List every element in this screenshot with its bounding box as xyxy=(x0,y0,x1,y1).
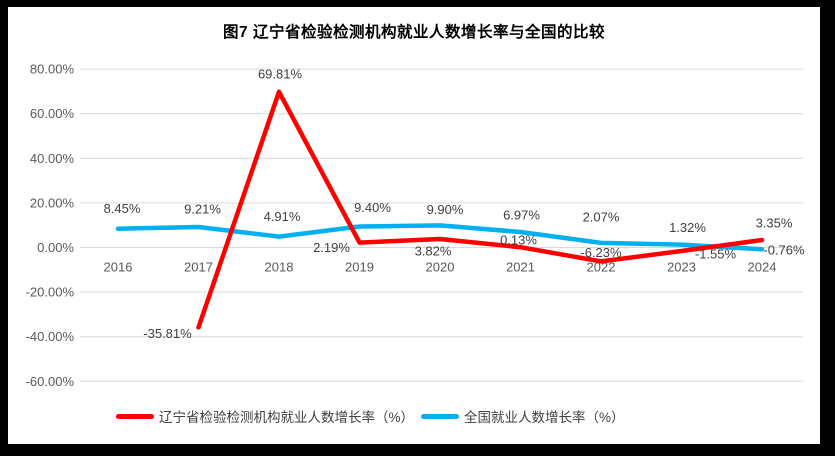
svg-text:60.00%: 60.00% xyxy=(30,106,75,121)
svg-text:4.91%: 4.91% xyxy=(264,209,301,224)
legend-item-liaoning: 辽宁省检验检测机构就业人数增长率（%） xyxy=(116,406,414,426)
svg-text:2024: 2024 xyxy=(748,260,777,275)
svg-text:9.90%: 9.90% xyxy=(427,202,464,217)
svg-text:2018: 2018 xyxy=(265,260,294,275)
svg-text:0.13%: 0.13% xyxy=(500,233,537,248)
svg-text:-0.76%: -0.76% xyxy=(763,243,805,258)
legend-line-marker-liaoning xyxy=(116,413,154,419)
svg-text:2023: 2023 xyxy=(667,260,696,275)
svg-text:-35.81%: -35.81% xyxy=(143,326,192,341)
svg-text:2.19%: 2.19% xyxy=(313,240,350,255)
legend-line-marker-national xyxy=(421,413,460,419)
svg-text:0.00%: 0.00% xyxy=(37,240,74,255)
svg-text:20.00%: 20.00% xyxy=(30,195,75,210)
svg-text:6.97%: 6.97% xyxy=(503,207,540,222)
svg-text:-1.55%: -1.55% xyxy=(695,246,737,261)
svg-text:2.07%: 2.07% xyxy=(583,209,620,224)
svg-text:40.00%: 40.00% xyxy=(30,151,75,166)
svg-text:2022: 2022 xyxy=(587,260,616,275)
svg-text:2020: 2020 xyxy=(426,260,455,275)
svg-text:-6.23%: -6.23% xyxy=(580,245,622,260)
chart-area: 80.00% 60.00% 40.00% 20.00% 0.00% -20.00% -40.… xyxy=(8,7,820,444)
svg-text:-40.00%: -40.00% xyxy=(26,329,75,344)
svg-text:2016: 2016 xyxy=(104,260,133,275)
svg-text:1.32%: 1.32% xyxy=(669,220,706,235)
svg-text:2017: 2017 xyxy=(184,260,213,275)
svg-text:2021: 2021 xyxy=(506,260,535,275)
svg-text:8.45%: 8.45% xyxy=(104,201,141,216)
legend-label-liaoning: 辽宁省检验检测机构就业人数增长率（%） xyxy=(159,410,415,425)
legend-label-national: 全国就业人数增长率（%） xyxy=(464,410,625,425)
line-chart-plot: 80.00% 60.00% 40.00% 20.00% 0.00% -20.00% -40.… xyxy=(26,62,805,389)
svg-text:-20.00%: -20.00% xyxy=(26,285,75,300)
svg-text:3.82%: 3.82% xyxy=(415,243,452,258)
legend-item-national: 全国就业人数增长率（%） xyxy=(421,406,625,426)
chart-legend: 辽宁省检验检测机构就业人数增长率（%） 全国就业人数增长率（%） xyxy=(116,406,625,426)
svg-text:9.21%: 9.21% xyxy=(184,201,221,216)
svg-text:9.40%: 9.40% xyxy=(354,200,391,215)
svg-text:-60.00%: -60.00% xyxy=(26,374,75,389)
chart-title: 图7 辽宁省检验检测机构就业人数增长率与全国的比较 xyxy=(223,24,605,41)
svg-text:69.81%: 69.81% xyxy=(258,66,303,81)
svg-text:3.35%: 3.35% xyxy=(756,216,793,231)
svg-text:2019: 2019 xyxy=(345,260,374,275)
svg-text:80.00%: 80.00% xyxy=(30,62,75,77)
